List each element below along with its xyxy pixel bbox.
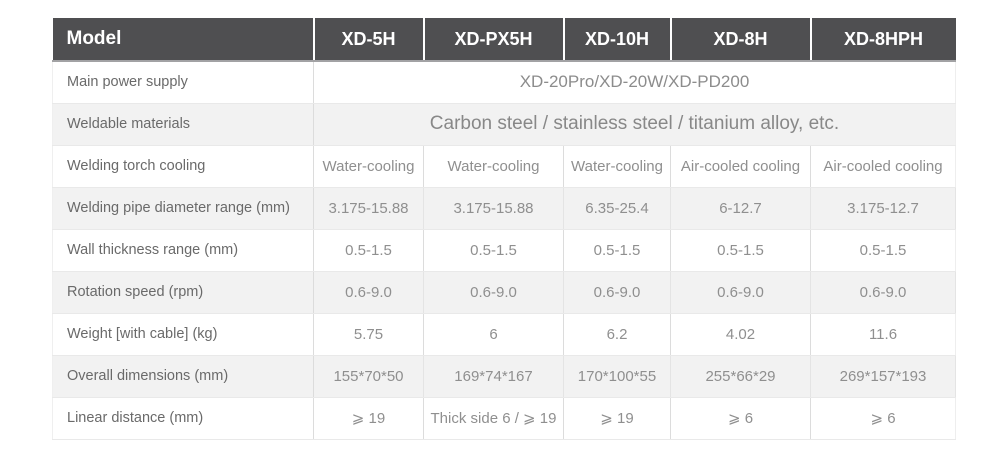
main-power-supply-value: XD-20Pro/XD-20W/XD-PD200	[313, 61, 956, 104]
cell-value: 0.5-1.5	[313, 229, 424, 272]
table-body: Main power supply XD-20Pro/XD-20W/XD-PD2…	[52, 61, 956, 440]
row-label: Welding torch cooling	[52, 145, 314, 188]
cell-value: 170*100*55	[563, 355, 671, 398]
cell-value: 11.6	[810, 313, 956, 356]
cell-value: 0.5-1.5	[670, 229, 811, 272]
table-row-rotation-speed: Rotation speed (rpm) 0.6-9.0 0.6-9.0 0.6…	[52, 271, 956, 314]
header-xd-8hph: XD-8HPH	[810, 18, 956, 62]
cell-value: 3.175-15.88	[313, 187, 424, 230]
header-model: Model	[52, 18, 315, 62]
cell-value: Water-cooling	[563, 145, 671, 188]
cell-value: 3.175-12.7	[810, 187, 956, 230]
cell-value: 0.6-9.0	[810, 271, 956, 314]
cell-value: 6.2	[563, 313, 671, 356]
row-label: Welding pipe diameter range (mm)	[52, 187, 314, 230]
cell-value: 3.175-15.88	[423, 187, 564, 230]
table-row-linear-distance: Linear distance (mm) ⩾ 19 Thick side 6 /…	[52, 397, 956, 440]
header-xd-10h: XD-10H	[563, 18, 672, 62]
cell-value: 0.5-1.5	[810, 229, 956, 272]
cell-value: ⩾ 6	[670, 397, 811, 440]
cell-value: Air-cooled cooling	[670, 145, 811, 188]
cell-value: 6-12.7	[670, 187, 811, 230]
cell-value: 0.5-1.5	[563, 229, 671, 272]
cell-value: 6	[423, 313, 564, 356]
cell-value: 0.6-9.0	[313, 271, 424, 314]
table-row-main-power-supply: Main power supply XD-20Pro/XD-20W/XD-PD2…	[52, 61, 956, 104]
table-row-overall-dimensions: Overall dimensions (mm) 155*70*50 169*74…	[52, 355, 956, 398]
header-xd-px5h: XD-PX5H	[423, 18, 565, 62]
cell-value: 269*157*193	[810, 355, 956, 398]
cell-value: 4.02	[670, 313, 811, 356]
table-row-torch-cooling: Welding torch cooling Water-cooling Wate…	[52, 145, 956, 188]
row-label: Overall dimensions (mm)	[52, 355, 314, 398]
cell-value: 5.75	[313, 313, 424, 356]
cell-value: 0.5-1.5	[423, 229, 564, 272]
table-header: Model XD-5H XD-PX5H XD-10H XD-8H XD-8HPH	[52, 18, 956, 62]
cell-value: Air-cooled cooling	[810, 145, 956, 188]
cell-value: ⩾ 19	[313, 397, 424, 440]
header-xd-8h: XD-8H	[670, 18, 812, 62]
cell-value: 6.35-25.4	[563, 187, 671, 230]
row-label: Rotation speed (rpm)	[52, 271, 314, 314]
cell-value: 0.6-9.0	[563, 271, 671, 314]
row-label: Weight [with cable] (kg)	[52, 313, 314, 356]
cell-value: ⩾ 19	[563, 397, 671, 440]
product-spec-table: Model XD-5H XD-PX5H XD-10H XD-8H XD-8HPH…	[52, 18, 956, 440]
header-xd-5h: XD-5H	[313, 18, 425, 62]
cell-value: ⩾ 6	[810, 397, 956, 440]
cell-value: 169*74*167	[423, 355, 564, 398]
row-label: Linear distance (mm)	[52, 397, 314, 440]
table-row-wall-thickness: Wall thickness range (mm) 0.5-1.5 0.5-1.…	[52, 229, 956, 272]
row-label: Wall thickness range (mm)	[52, 229, 314, 272]
cell-value: Water-cooling	[313, 145, 424, 188]
cell-value: 0.6-9.0	[423, 271, 564, 314]
row-label: Main power supply	[52, 61, 314, 104]
cell-value: Water-cooling	[423, 145, 564, 188]
cell-value: 155*70*50	[313, 355, 424, 398]
table-row-weldable-materials: Weldable materials Carbon steel / stainl…	[52, 103, 956, 146]
table-row-weight: Weight [with cable] (kg) 5.75 6 6.2 4.02…	[52, 313, 956, 356]
header-row: Model XD-5H XD-PX5H XD-10H XD-8H XD-8HPH	[52, 18, 956, 62]
cell-value: 0.6-9.0	[670, 271, 811, 314]
table-row-pipe-diameter: Welding pipe diameter range (mm) 3.175-1…	[52, 187, 956, 230]
cell-value: 255*66*29	[670, 355, 811, 398]
cell-value: Thick side 6 / ⩾ 19	[423, 397, 564, 440]
weldable-materials-value: Carbon steel / stainless steel / titaniu…	[313, 103, 956, 146]
spec-table-container: Model XD-5H XD-PX5H XD-10H XD-8H XD-8HPH…	[52, 18, 956, 440]
row-label: Weldable materials	[52, 103, 314, 146]
